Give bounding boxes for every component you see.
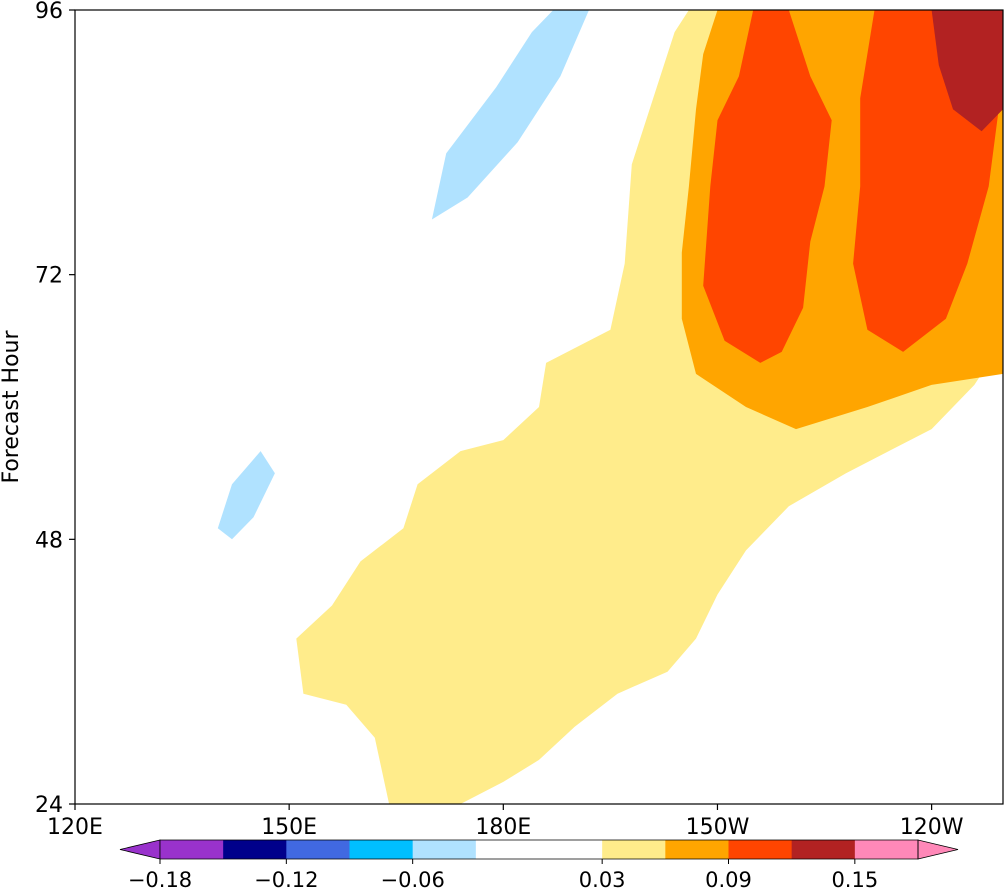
colorbar-tick-label: 0.15 — [831, 868, 878, 892]
colorbar-tick-label: 0.03 — [579, 868, 626, 892]
colorbar-segment — [665, 840, 729, 859]
y-tick-label: 72 — [35, 264, 63, 289]
colorbar-segment — [286, 840, 350, 859]
colorbar: −0.18 −0.12 −0.06 0.03 0.09 0.15 — [119, 839, 959, 892]
contour-plot-area — [217, 10, 1003, 804]
colorbar-tick-label: −0.06 — [380, 868, 444, 892]
x-tick-label: 120W — [900, 815, 964, 840]
colorbar-outline — [159, 839, 919, 860]
colorbar-segment — [160, 840, 224, 859]
x-axis: 120E 150E 180E 150W 120W — [47, 804, 964, 840]
colorbar-segment — [223, 840, 287, 859]
colorbar-segment — [602, 840, 666, 859]
y-axis-label: Forecast Hour — [0, 330, 24, 484]
x-tick-label: 150E — [261, 815, 317, 840]
colorbar-tick-label: 0.09 — [705, 868, 752, 892]
colorbar-segment — [349, 840, 414, 859]
colorbar-extend-max — [917, 839, 959, 860]
plot-frame — [74, 9, 1004, 805]
colorbar-extend-min — [119, 839, 161, 860]
contour-region-red-core-west — [703, 10, 832, 363]
y-axis: 24 48 72 96 — [35, 0, 75, 818]
y-tick-label: 96 — [35, 0, 63, 24]
y-tick-label: 48 — [35, 528, 63, 553]
colorbar-segment — [791, 840, 856, 859]
colorbar-tick-label: −0.18 — [128, 868, 192, 892]
y-tick-label: 24 — [35, 793, 63, 818]
colorbar-segment — [728, 840, 793, 859]
x-tick-label: 150W — [686, 815, 750, 840]
contour-region-darkred-core-east — [931, 10, 1003, 132]
colorbar-segment — [854, 840, 919, 859]
colorbar-tick-label: −0.12 — [254, 868, 318, 892]
x-tick-label: 180E — [475, 815, 531, 840]
colorbar-segment — [412, 840, 477, 859]
contour-region-blue-strip-west — [217, 451, 275, 540]
contour-region-blue-strip-north — [431, 10, 589, 220]
x-tick-label: 120E — [47, 815, 103, 840]
colorbar-segment — [475, 840, 603, 859]
